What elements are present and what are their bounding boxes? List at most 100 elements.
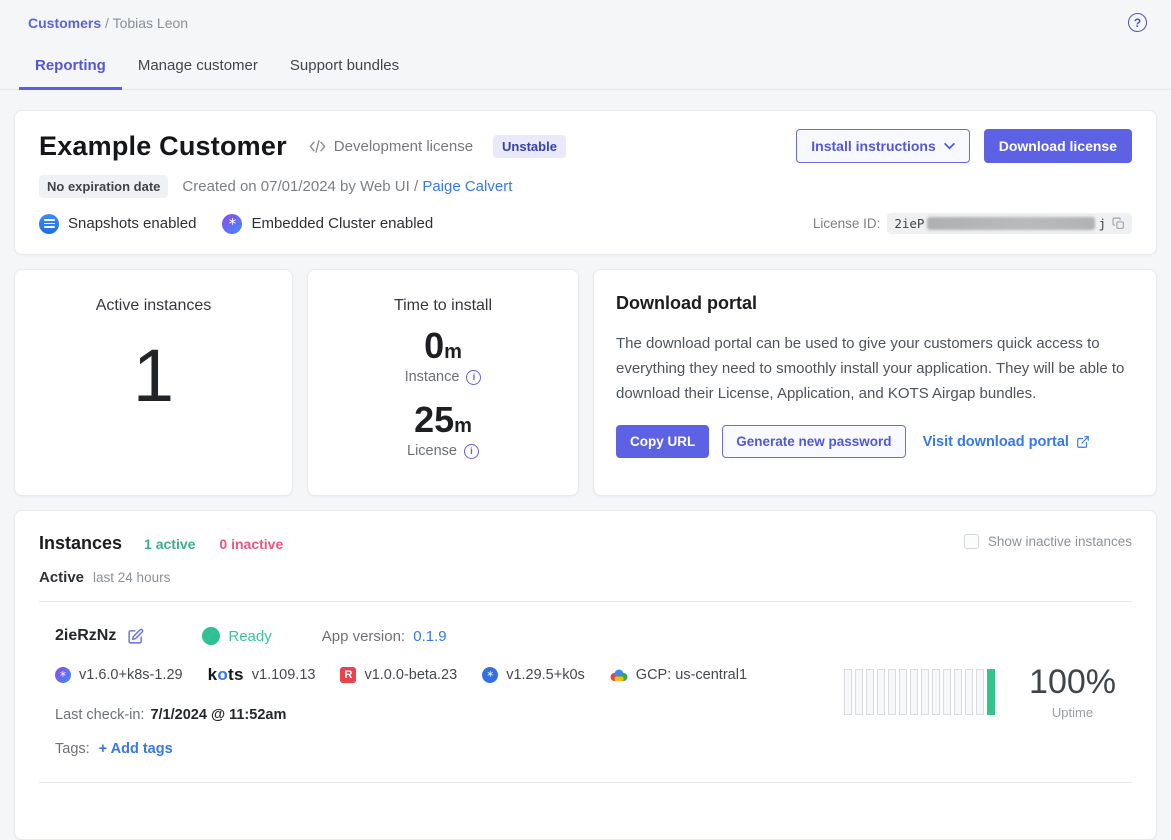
feature-embedded-cluster: * Embedded Cluster enabled [222, 213, 434, 234]
info-icon[interactable]: i [463, 443, 479, 459]
install-instructions-button[interactable]: Install instructions [796, 129, 970, 163]
last-checkin-row: Last check-in: 7/1/2024 @ 11:52am [55, 707, 1132, 723]
active-count: 1 active [144, 536, 196, 552]
help-icon[interactable]: ? [1128, 13, 1147, 32]
license-type: Development license [309, 138, 473, 155]
instance-row: 2ieRzNz ✓ Ready App version: 0.1.9 * v1.… [39, 602, 1132, 783]
license-install-value: 25 [414, 399, 455, 440]
replicated-icon: R [340, 667, 357, 683]
status-badge: ✓ Ready [202, 627, 272, 645]
app-version-link[interactable]: 0.1.9 [413, 627, 447, 645]
time-to-install-title: Time to install [393, 297, 493, 314]
breadcrumb-current: Tobias Leon [112, 14, 189, 31]
check-icon: ✓ [202, 627, 221, 645]
uptime-bar-active [987, 669, 996, 715]
instance-install-value: 0 [424, 325, 445, 366]
uptime-bar [943, 669, 952, 715]
uptime-bar [888, 669, 897, 715]
last-checkin-value: 7/1/2024 @ 11:52am [150, 707, 287, 723]
edit-icon[interactable] [127, 628, 144, 645]
version-text: GCP: us-central1 [635, 667, 748, 683]
uptime-bar [855, 669, 864, 715]
version-text: v1.29.5+k0s [506, 667, 585, 683]
uptime-bar [921, 669, 930, 715]
download-license-button[interactable]: Download license [983, 129, 1132, 163]
tab-support-bundles[interactable]: Support bundles [289, 57, 400, 74]
visit-download-portal-label: Visit download portal [922, 433, 1069, 450]
created-by-link[interactable]: Paige Calvert [422, 178, 513, 195]
cloud-provider: GCP: us-central1 [610, 667, 747, 683]
divider [39, 782, 1132, 783]
replicated-sdk-version: R v1.0.0-beta.23 [340, 667, 457, 683]
last-checkin-label: Last check-in: [55, 707, 145, 723]
uptime-bar [866, 669, 875, 715]
license-install-label: License [407, 443, 457, 459]
license-id-suffix: j [1098, 216, 1106, 231]
customer-name: Example Customer [39, 130, 287, 161]
visit-download-portal-link[interactable]: Visit download portal [923, 434, 1090, 450]
uptime-bar [932, 669, 941, 715]
download-portal-title: Download portal [616, 293, 757, 313]
gcp-icon [610, 669, 628, 681]
uptime-bar-chart [844, 667, 996, 715]
show-inactive-checkbox[interactable] [963, 534, 979, 549]
uptime-bar [976, 669, 985, 715]
uptime-label: Uptime [1051, 705, 1094, 721]
active-section-sublabel: last 24 hours [93, 570, 171, 585]
version-text: v1.109.13 [251, 667, 316, 683]
active-section-label: Active [39, 569, 85, 586]
status-label: Ready [228, 627, 272, 645]
show-inactive-toggle[interactable]: Show inactive instances [963, 534, 1132, 549]
tab-bar: Reporting Manage customer Support bundle… [0, 46, 1171, 90]
download-portal-description: The download portal can be used to give … [616, 335, 1125, 403]
uptime-bar [877, 669, 886, 715]
license-install-time: 25m [414, 402, 472, 438]
kubernetes-icon: * [482, 667, 499, 683]
active-instances-value: 1 [132, 334, 175, 417]
instance-install-unit: m [444, 341, 462, 363]
generate-new-password-button[interactable]: Generate new password [722, 425, 906, 459]
kots-logo: kots [207, 665, 244, 684]
license-id-label: License ID: [812, 216, 881, 231]
download-portal-card: Download portal The download portal can … [593, 269, 1157, 496]
instance-install-label: Instance [404, 369, 460, 385]
feature-snapshots-label: Snapshots enabled [68, 215, 197, 232]
license-id-redacted [927, 217, 1096, 230]
copy-url-button[interactable]: Copy URL [616, 425, 710, 459]
license-id-field: 2ieP j [887, 213, 1132, 234]
license-type-label: Development license [333, 137, 474, 155]
embedded-cluster-icon: * [55, 667, 71, 683]
info-icon[interactable]: i [466, 369, 482, 385]
breadcrumb-separator: / [105, 14, 109, 31]
active-instances-title: Active instances [95, 297, 212, 314]
feature-embedded-cluster-label: Embedded Cluster enabled [251, 215, 434, 232]
tags-row: Tags: + Add tags [55, 741, 1132, 757]
tags-label: Tags: [55, 741, 90, 757]
kots-version: kots v1.109.13 [208, 665, 316, 685]
embedded-cluster-icon: * [222, 213, 243, 234]
uptime-bar [844, 669, 853, 715]
snapshots-icon [39, 213, 59, 234]
chevron-down-icon [944, 142, 955, 149]
show-inactive-label: Show inactive instances [987, 534, 1132, 549]
tab-reporting[interactable]: Reporting [19, 46, 122, 90]
instances-card: Instances 1 active 0 inactive Show inact… [14, 510, 1157, 840]
feature-snapshots: Snapshots enabled [39, 213, 197, 234]
uptime-bar [910, 669, 919, 715]
add-tags-link[interactable]: + Add tags [98, 741, 173, 757]
app-version-label: App version: [321, 627, 406, 645]
copy-icon[interactable] [1112, 217, 1125, 230]
uptime-bar [899, 669, 908, 715]
tab-manage-customer[interactable]: Manage customer [137, 57, 258, 74]
version-details-row: * v1.6.0+k8s-1.29 kots v1.109.13 R v1.0.… [55, 665, 1132, 685]
license-install-unit: m [454, 415, 472, 437]
channel-badge: Unstable [493, 134, 566, 158]
version-text: v1.0.0-beta.23 [364, 667, 458, 683]
breadcrumb: Customers / Tobias Leon [28, 15, 188, 31]
uptime-bar [965, 669, 974, 715]
breadcrumb-link-customers[interactable]: Customers [28, 14, 102, 31]
code-icon [309, 139, 326, 153]
external-link-icon [1077, 435, 1089, 448]
divider [39, 601, 1132, 602]
embedded-cluster-version: * v1.6.0+k8s-1.29 [55, 667, 183, 683]
